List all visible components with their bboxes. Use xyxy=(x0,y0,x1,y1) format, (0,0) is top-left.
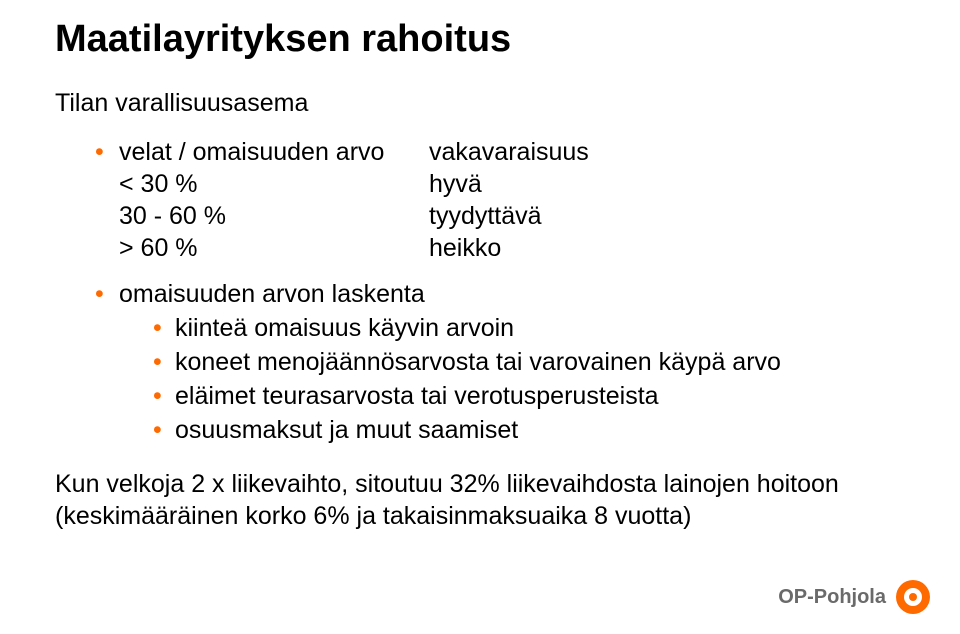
list-item-label: omaisuuden arvon laskenta xyxy=(119,280,425,308)
cell: tyydyttävä xyxy=(429,200,542,232)
bullet-list: velat / omaisuuden arvo vakavaraisuus < … xyxy=(55,136,920,446)
list-item: omaisuuden arvon laskenta kiinteä omaisu… xyxy=(95,278,920,446)
cell: < 30 % xyxy=(119,168,429,200)
ratio-table: velat / omaisuuden arvo vakavaraisuus < … xyxy=(119,136,920,264)
sub-list-item: kiinteä omaisuus käyvin arvoin xyxy=(153,312,920,344)
sub-list-item: eläimet teurasarvosta tai verotusperuste… xyxy=(153,380,920,412)
subtitle: Tilan varallisuusasema xyxy=(55,89,920,118)
cell: > 60 % xyxy=(119,232,429,264)
table-row: < 30 % hyvä xyxy=(119,168,920,200)
cell: 30 - 60 % xyxy=(119,200,429,232)
table-row: > 60 % heikko xyxy=(119,232,920,264)
paragraph: Kun velkoja 2 x liikevaihto, sitoutuu 32… xyxy=(55,468,920,532)
list-item: velat / omaisuuden arvo vakavaraisuus < … xyxy=(95,136,920,264)
logo-text: OP-Pohjola xyxy=(778,586,886,609)
cell: hyvä xyxy=(429,168,482,200)
table-row: 30 - 60 % tyydyttävä xyxy=(119,200,920,232)
sub-list: kiinteä omaisuus käyvin arvoin koneet me… xyxy=(119,312,920,446)
sub-list-item: osuusmaksut ja muut saamiset xyxy=(153,414,920,446)
cell: vakavaraisuus xyxy=(429,136,589,168)
slide: Maatilayrityksen rahoitus Tilan varallis… xyxy=(0,0,960,634)
sub-list-item: koneet menojäännösarvosta tai varovainen… xyxy=(153,346,920,378)
cell: velat / omaisuuden arvo xyxy=(119,136,429,168)
cell: heikko xyxy=(429,232,501,264)
page-title: Maatilayrityksen rahoitus xyxy=(55,18,920,61)
table-row: velat / omaisuuden arvo vakavaraisuus xyxy=(119,136,920,168)
logo: OP-Pohjola xyxy=(778,580,930,614)
logo-icon xyxy=(896,580,930,614)
